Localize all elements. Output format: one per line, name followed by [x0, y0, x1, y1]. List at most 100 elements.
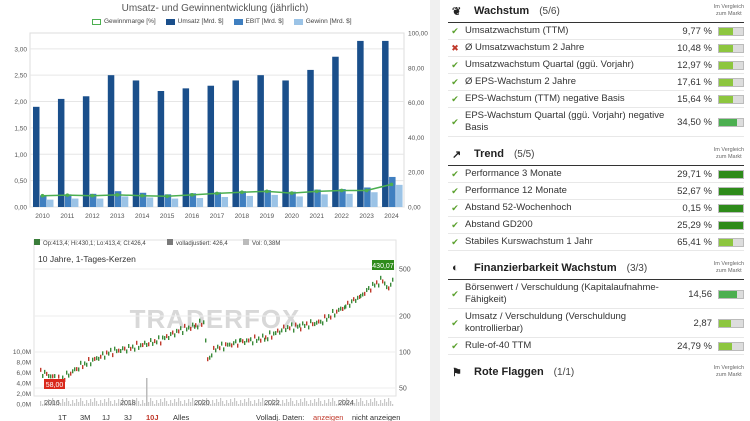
margin-point[interactable]	[215, 191, 219, 196]
metric-row[interactable]: ✔ Börsenwert / Verschuldung (Kapitalaufna…	[448, 280, 744, 309]
bar-ebit[interactable]	[214, 192, 222, 207]
bar-ebit[interactable]	[164, 194, 172, 207]
metric-label: Ø EPS-Wachstum 2 Jahre	[465, 76, 577, 87]
range-button-3j[interactable]: 3J	[124, 413, 132, 421]
bar-umsatz[interactable]	[33, 106, 40, 207]
section-flag[interactable]: ⚑ Rote Flaggen (1/1) Im Vergleich zum Markt	[440, 361, 750, 383]
bar-ebit[interactable]	[339, 189, 346, 207]
bar-umsatz[interactable]	[282, 80, 289, 207]
margin-point[interactable]	[65, 193, 70, 197]
margin-point[interactable]	[339, 188, 344, 193]
metric-row[interactable]: ✔ Umsatzwachstum Quartal (ggü. Vorjahr) 12…	[448, 57, 744, 74]
margin-point[interactable]	[364, 188, 369, 193]
section-sprout[interactable]: ❦ Wachstum (5/6) Im Vergleich zum Markt	[440, 0, 750, 22]
margin-point[interactable]	[265, 189, 269, 194]
metric-row[interactable]: ✔ Abstand GD200 25,29 %	[448, 217, 744, 234]
bar-gewinn[interactable]	[96, 198, 104, 207]
margin-point[interactable]	[165, 194, 169, 199]
volume-bar	[226, 400, 228, 406]
volume-bar	[166, 401, 168, 406]
metric-row[interactable]: ✔ Umsatz / Verschuldung (Verschuldung kon…	[448, 309, 744, 338]
market-comparison-fill	[719, 27, 734, 35]
bar-umsatz[interactable]	[182, 88, 190, 207]
bar-ebit[interactable]	[189, 193, 197, 207]
margin-point[interactable]	[190, 193, 194, 197]
bar-gewinn[interactable]	[396, 184, 403, 207]
metric-row[interactable]: ✔ Abstand 52-Wochenhoch 0,15 %	[448, 200, 744, 217]
legend-item[interactable]: Umsatz [Mrd. $]	[165, 18, 224, 25]
margin-point[interactable]	[115, 193, 120, 197]
metric-row[interactable]: ✔ Performance 12 Monate 52,67 %	[448, 183, 744, 200]
bar-ebit[interactable]	[114, 191, 122, 207]
bar-umsatz[interactable]	[82, 96, 90, 207]
bar-gewinn[interactable]	[71, 198, 79, 207]
metric-row[interactable]: ✔ Rule-of-40 TTM 24,79 %	[448, 338, 744, 355]
bar-umsatz[interactable]	[382, 40, 389, 208]
bar-gewinn[interactable]	[371, 192, 378, 207]
metric-row[interactable]: ✔ Performance 3 Monate 29,71 %	[448, 166, 744, 183]
range-button-1t[interactable]: 1T	[58, 413, 67, 421]
bar-umsatz[interactable]	[257, 75, 264, 207]
bar-umsatz[interactable]	[57, 98, 65, 207]
bar-umsatz[interactable]	[132, 80, 140, 207]
metric-row[interactable]: ✔ Stabiles Kurswachstum 1 Jahr 65,41 %	[448, 234, 744, 251]
bar-gewinn[interactable]	[271, 194, 278, 207]
bar-umsatz[interactable]	[307, 69, 314, 207]
range-button-10j[interactable]: 10J	[146, 413, 159, 421]
margin-point[interactable]	[290, 191, 294, 195]
bar-gewinn[interactable]	[296, 196, 303, 207]
adjust-off-link[interactable]: nicht anzeigen	[352, 413, 400, 421]
section-shield[interactable]: ◐ Finanzierbarkeit Wachstum (3/3) Im Vergle…	[440, 257, 750, 279]
bar-gewinn[interactable]	[346, 193, 353, 207]
margin-point[interactable]	[314, 189, 319, 194]
candle	[260, 338, 262, 343]
bar-ebit[interactable]	[239, 191, 246, 207]
bar-ebit[interactable]	[389, 176, 396, 207]
bar-umsatz[interactable]	[107, 75, 115, 207]
margin-point[interactable]	[389, 182, 394, 187]
bar-gewinn[interactable]	[121, 196, 129, 207]
metric-row[interactable]: ✔ EPS-Wachstum Quartal (ggü. Vorjahr) neg…	[448, 108, 744, 137]
bar-gewinn[interactable]	[221, 196, 229, 207]
bar-ebit[interactable]	[139, 192, 147, 207]
range-button-1j[interactable]: 1J	[102, 413, 110, 421]
range-button-alles[interactable]: Alles	[173, 413, 190, 421]
bar-umsatz[interactable]	[332, 56, 339, 208]
bar-ebit[interactable]	[289, 191, 296, 207]
section-trend[interactable]: ↗ Trend (5/5) Im Vergleich zum Markt	[440, 143, 750, 165]
bar-umsatz[interactable]	[232, 80, 239, 207]
bar-gewinn[interactable]	[171, 198, 179, 207]
bar-gewinn[interactable]	[321, 194, 328, 207]
bar-gewinn[interactable]	[146, 197, 154, 207]
margin-point[interactable]	[40, 193, 45, 198]
metric-row[interactable]: ✔ EPS-Wachstum (TTM) negative Basis 15,64 …	[448, 91, 744, 108]
price-chart[interactable]: Op:413,4; Hi:430,1; Lo:413,4; Cl:426,4 vo…	[0, 230, 430, 421]
bar-gewinn[interactable]	[47, 199, 54, 207]
metric-value: 12,97 %	[677, 59, 712, 71]
margin-point[interactable]	[90, 193, 95, 198]
bar-umsatz[interactable]	[207, 85, 215, 207]
legend-item[interactable]: Gewinnmarge [%]	[92, 18, 156, 25]
bar-umsatz[interactable]	[157, 91, 165, 207]
bar-ebit[interactable]	[64, 194, 72, 207]
adjust-on-link[interactable]: anzeigen	[313, 413, 343, 421]
bar-gewinn[interactable]	[196, 198, 204, 207]
legend-item[interactable]: EBIT [Mrd. $]	[233, 18, 284, 25]
bar-gewinn[interactable]	[246, 195, 253, 207]
bar-ebit[interactable]	[264, 190, 271, 207]
range-button-3m[interactable]: 3M	[80, 413, 90, 421]
bar-ebit[interactable]	[314, 189, 321, 207]
bar-ebit[interactable]	[364, 187, 371, 207]
bar-umsatz[interactable]	[357, 40, 364, 208]
bar-ebit[interactable]	[40, 195, 47, 207]
margin-point[interactable]	[240, 190, 244, 195]
candle	[275, 331, 277, 336]
volume-bar	[338, 400, 340, 406]
margin-point[interactable]	[140, 193, 144, 198]
metric-row[interactable]: ✖ Ø Umsatzwachstum 2 Jahre 10,48 %	[448, 40, 744, 57]
candle	[126, 349, 128, 354]
legend-item[interactable]: Gewinn [Mrd. $]	[293, 18, 352, 25]
metric-row[interactable]: ✔ Ø EPS-Wachstum 2 Jahre 17,61 %	[448, 74, 744, 91]
bar-ebit[interactable]	[89, 193, 97, 207]
metric-row[interactable]: ✔ Umsatzwachstum (TTM) 9,77 %	[448, 23, 744, 40]
